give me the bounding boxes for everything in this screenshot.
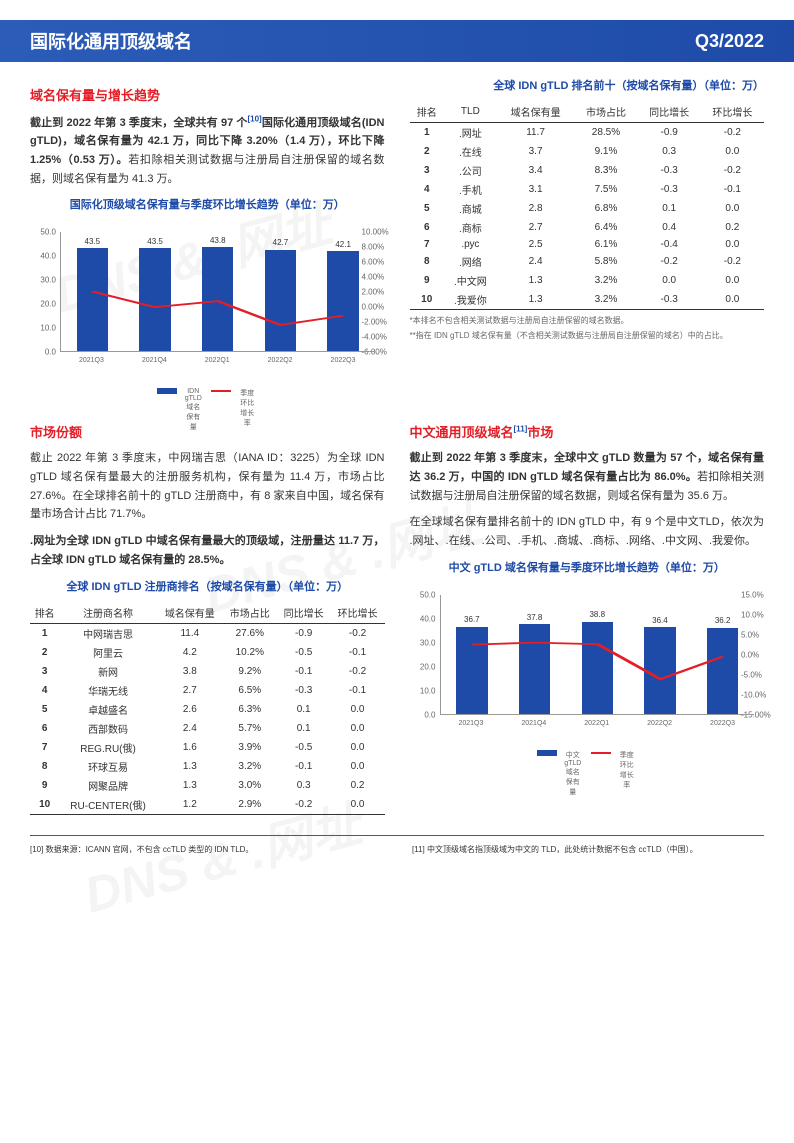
chart-title: 中文 gTLD 域名保有量与季度环比增长趋势（单位：万） — [410, 559, 765, 575]
footnote-left: [10] 数据来源：ICANN 官网，不包含 ccTLD 类型的 IDN TLD… — [30, 844, 382, 855]
footnote: *本排名不包含相关测试数据与注册局自注册保留的域名数据。 — [410, 315, 765, 326]
section-title: 中文通用顶级域名[11]市场 — [410, 422, 765, 441]
table-title: 全球 IDN gTLD 注册商排名（按域名保有量）（单位：万） — [30, 578, 385, 594]
table-title: 全球 IDN gTLD 排名前十（按域名保有量）（单位：万） — [410, 77, 765, 93]
page-title: 国际化通用顶级域名 — [30, 28, 192, 54]
section-title: 市场份额 — [30, 422, 385, 441]
chart-title: 国际化顶级域名保有量与季度环比增长趋势（单位：万） — [30, 196, 385, 212]
section-title: 域名保有量与增长趋势 — [30, 85, 385, 104]
registrar-ranking-table: 排名注册商名称域名保有量市场占比同比增长环比增长1中网瑞吉思11.427.6%-… — [30, 602, 385, 815]
quarter-label: Q3/2022 — [695, 31, 764, 52]
chart-legend: 中文gTLD域名保有量 季度环比增长率 — [410, 750, 765, 757]
body-paragraph: 截止到 2022 年第 3 季度末，全球中文 gTLD 数量为 57 个，域名保… — [410, 449, 765, 505]
header-bar: 国际化通用顶级域名 Q3/2022 — [0, 20, 794, 62]
body-paragraph: 在全球域名保有量排名前十的 IDN gTLD 中，有 9 个是中文TLD，依次为… — [410, 513, 765, 550]
body-paragraph: .网址为全球 IDN gTLD 中域名保有量最大的顶级域，注册量达 11.7 万… — [30, 532, 385, 569]
bar-line-chart: 0.010.020.030.040.050.0-6.00%-4.00%-2.00… — [30, 222, 385, 382]
tld-ranking-table: 排名TLD域名保有量市场占比同比增长环比增长1.网址11.728.5%-0.9-… — [410, 101, 765, 310]
footnote-right: [11] 中文顶级域名指顶级域为中文的 TLD，此处统计数据不包含 ccTLD（… — [412, 844, 764, 855]
body-paragraph: 截止到 2022 年第 3 季度末，全球共有 97 个[10]国际化通用顶级域名… — [30, 112, 385, 188]
footnotes: [10] 数据来源：ICANN 官网，不包含 ccTLD 类型的 IDN TLD… — [30, 835, 764, 855]
bar-line-chart: 0.010.020.030.040.050.0-15.00%-10.0%-5.0… — [410, 585, 765, 745]
chart-legend: IDN gTLD域名保有量 季度环比增长率 — [30, 387, 385, 394]
footnote: **指在 IDN gTLD 域名保有量（不含相关测试数据与注册局自注册保留的域名… — [410, 330, 765, 341]
body-paragraph: 截止 2022 年第 3 季度末，中网瑞吉思（IANA ID：3225）为全球 … — [30, 449, 385, 524]
